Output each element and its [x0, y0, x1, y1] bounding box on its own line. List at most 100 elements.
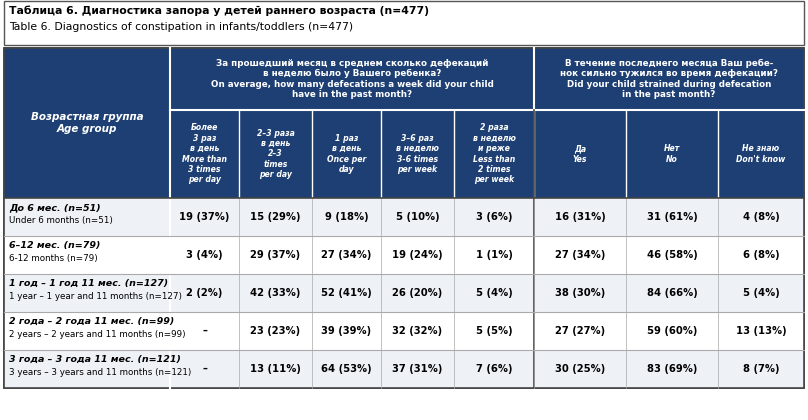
FancyBboxPatch shape [312, 350, 381, 388]
Text: 7 (6%): 7 (6%) [476, 364, 512, 374]
FancyBboxPatch shape [718, 110, 804, 198]
FancyBboxPatch shape [718, 236, 804, 274]
Text: 30 (25%): 30 (25%) [555, 364, 605, 374]
Text: Under 6 months (n=51): Under 6 months (n=51) [9, 216, 113, 225]
FancyBboxPatch shape [170, 110, 239, 198]
Text: В течение последнего месяца Ваш ребе-
нок сильно тужился во время дефекации?
Did: В течение последнего месяца Ваш ребе- но… [560, 59, 778, 99]
Text: 31 (61%): 31 (61%) [646, 212, 697, 222]
FancyBboxPatch shape [312, 274, 381, 312]
FancyBboxPatch shape [626, 110, 718, 198]
FancyBboxPatch shape [170, 198, 239, 236]
Text: 8 (7%): 8 (7%) [743, 364, 779, 374]
Text: Table 6. Diagnostics of constipation in infants/toddlers (n=477): Table 6. Diagnostics of constipation in … [9, 22, 353, 32]
Text: 5 (5%): 5 (5%) [476, 326, 512, 336]
FancyBboxPatch shape [239, 198, 312, 236]
FancyBboxPatch shape [4, 1, 804, 45]
Text: 6-12 months (n=79): 6-12 months (n=79) [9, 254, 98, 263]
FancyBboxPatch shape [4, 274, 170, 312]
Text: 32 (32%): 32 (32%) [393, 326, 443, 336]
Text: 27 (27%): 27 (27%) [555, 326, 605, 336]
Text: –: – [202, 326, 207, 336]
Text: 39 (39%): 39 (39%) [322, 326, 372, 336]
Text: За прошедший месяц в среднем сколько дефекаций
в неделю было у Вашего ребенка?
O: За прошедший месяц в среднем сколько деф… [211, 59, 494, 99]
FancyBboxPatch shape [170, 350, 239, 388]
Text: 2 раза
в неделю
и реже
Less than
2 times
per week: 2 раза в неделю и реже Less than 2 times… [473, 123, 516, 184]
Text: 42 (33%): 42 (33%) [250, 288, 301, 298]
Text: 13 (13%): 13 (13%) [736, 326, 786, 336]
Text: 3–6 раз
в неделю
3-6 times
per week: 3–6 раз в неделю 3-6 times per week [396, 134, 439, 174]
Text: –: – [202, 364, 207, 374]
Text: Не знаю
Don't know: Не знаю Don't know [736, 144, 785, 164]
FancyBboxPatch shape [381, 198, 454, 236]
FancyBboxPatch shape [534, 48, 804, 110]
Text: 59 (60%): 59 (60%) [647, 326, 697, 336]
Text: 37 (31%): 37 (31%) [393, 364, 443, 374]
Text: 64 (53%): 64 (53%) [322, 364, 372, 374]
FancyBboxPatch shape [454, 312, 534, 350]
FancyBboxPatch shape [626, 312, 718, 350]
Text: 29 (37%): 29 (37%) [250, 250, 301, 260]
FancyBboxPatch shape [626, 350, 718, 388]
Text: 3 года – 3 года 11 мес. (n=121): 3 года – 3 года 11 мес. (n=121) [9, 355, 181, 364]
FancyBboxPatch shape [239, 236, 312, 274]
Text: 6 (8%): 6 (8%) [743, 250, 779, 260]
FancyBboxPatch shape [534, 236, 626, 274]
Text: 13 (11%): 13 (11%) [250, 364, 301, 374]
FancyBboxPatch shape [312, 236, 381, 274]
FancyBboxPatch shape [312, 198, 381, 236]
FancyBboxPatch shape [534, 274, 626, 312]
FancyBboxPatch shape [626, 274, 718, 312]
Text: 2 года – 2 года 11 мес. (n=99): 2 года – 2 года 11 мес. (n=99) [9, 317, 175, 326]
FancyBboxPatch shape [381, 236, 454, 274]
FancyBboxPatch shape [4, 236, 170, 274]
FancyBboxPatch shape [4, 48, 804, 388]
Text: 6–12 мес. (n=79): 6–12 мес. (n=79) [9, 241, 100, 250]
Text: 1 раз
в день
Once per
day: 1 раз в день Once per day [326, 134, 366, 174]
FancyBboxPatch shape [4, 312, 170, 350]
Text: До 6 мес. (n=51): До 6 мес. (n=51) [9, 203, 101, 212]
Text: 2 (2%): 2 (2%) [187, 288, 223, 298]
FancyBboxPatch shape [381, 312, 454, 350]
Text: 27 (34%): 27 (34%) [322, 250, 372, 260]
Text: 83 (69%): 83 (69%) [647, 364, 697, 374]
Text: 3 years – 3 years and 11 months (n=121): 3 years – 3 years and 11 months (n=121) [9, 368, 191, 377]
Text: 27 (34%): 27 (34%) [555, 250, 605, 260]
FancyBboxPatch shape [312, 110, 381, 198]
Text: 84 (66%): 84 (66%) [646, 288, 697, 298]
FancyBboxPatch shape [381, 110, 454, 198]
FancyBboxPatch shape [534, 198, 626, 236]
FancyBboxPatch shape [4, 198, 170, 236]
Text: Таблица 6. Диагностика запора у детей раннего возраста (n=477): Таблица 6. Диагностика запора у детей ра… [9, 6, 429, 16]
Text: 23 (23%): 23 (23%) [250, 326, 301, 336]
Text: 19 (37%): 19 (37%) [179, 212, 229, 222]
Text: Более
3 раз
в день
More than
3 times
per day: Более 3 раз в день More than 3 times per… [182, 123, 227, 184]
FancyBboxPatch shape [170, 48, 534, 110]
FancyBboxPatch shape [170, 274, 239, 312]
Text: 2–3 раза
в день
2–3
times
per day: 2–3 раза в день 2–3 times per day [257, 129, 294, 179]
Text: 19 (24%): 19 (24%) [392, 250, 443, 260]
FancyBboxPatch shape [239, 274, 312, 312]
Text: 5 (4%): 5 (4%) [743, 288, 780, 298]
FancyBboxPatch shape [718, 350, 804, 388]
Text: 9 (18%): 9 (18%) [325, 212, 368, 222]
Text: 16 (31%): 16 (31%) [554, 212, 605, 222]
FancyBboxPatch shape [718, 198, 804, 236]
Text: 1 year – 1 year and 11 months (n=127): 1 year – 1 year and 11 months (n=127) [9, 292, 182, 301]
FancyBboxPatch shape [454, 236, 534, 274]
FancyBboxPatch shape [381, 350, 454, 388]
Text: 46 (58%): 46 (58%) [646, 250, 697, 260]
FancyBboxPatch shape [312, 312, 381, 350]
FancyBboxPatch shape [239, 350, 312, 388]
FancyBboxPatch shape [626, 236, 718, 274]
FancyBboxPatch shape [626, 198, 718, 236]
FancyBboxPatch shape [4, 350, 170, 388]
Text: 3 (4%): 3 (4%) [186, 250, 223, 260]
Text: Возрастная группа
Age group: Возрастная группа Age group [31, 112, 143, 134]
Text: 2 years – 2 years and 11 months (n=99): 2 years – 2 years and 11 months (n=99) [9, 330, 186, 339]
Text: 15 (29%): 15 (29%) [250, 212, 301, 222]
Text: 5 (10%): 5 (10%) [396, 212, 440, 222]
Text: 3 (6%): 3 (6%) [476, 212, 512, 222]
Text: 5 (4%): 5 (4%) [476, 288, 512, 298]
FancyBboxPatch shape [170, 312, 239, 350]
FancyBboxPatch shape [454, 110, 534, 198]
